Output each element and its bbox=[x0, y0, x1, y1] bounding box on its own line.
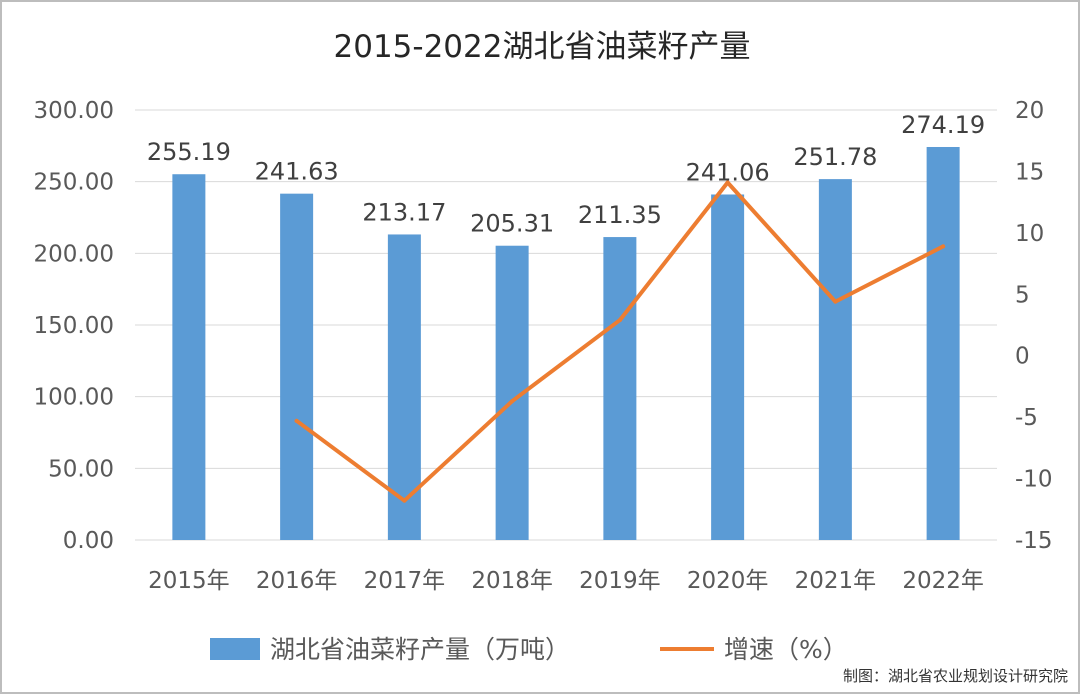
bar-data-label: 213.17 bbox=[362, 198, 446, 226]
x-axis-tick-label: 2017年 bbox=[364, 568, 446, 594]
line-point bbox=[833, 299, 838, 304]
bar-data-label: 205.31 bbox=[470, 210, 554, 238]
right-axis-tick-label: -15 bbox=[1015, 528, 1053, 554]
left-axis-tick-label: 300.00 bbox=[34, 98, 114, 124]
line-point bbox=[294, 418, 299, 423]
source-credit: 制图：湖北省农业规划设计研究院 bbox=[842, 667, 1068, 685]
line-point bbox=[510, 399, 515, 404]
line-point bbox=[617, 318, 622, 323]
bar bbox=[603, 237, 637, 540]
left-axis-tick-label: 150.00 bbox=[34, 313, 114, 339]
bar bbox=[818, 179, 852, 540]
x-axis-tick-label: 2021年 bbox=[795, 568, 877, 594]
line-point bbox=[941, 244, 946, 249]
right-axis-tick-label: 10 bbox=[1015, 221, 1044, 247]
bar-data-label: 241.06 bbox=[686, 158, 770, 186]
legend-label-line: 增速（%） bbox=[724, 635, 848, 664]
bar bbox=[280, 193, 314, 540]
line-point bbox=[402, 498, 407, 503]
bar-data-label: 241.63 bbox=[255, 158, 339, 186]
left-axis-tick-label: 250.00 bbox=[34, 170, 114, 196]
left-axis-tick-label: 200.00 bbox=[34, 241, 114, 267]
left-axis-tick-label: 50.00 bbox=[48, 456, 114, 482]
bar-data-label: 251.78 bbox=[793, 143, 877, 171]
left-axis-tick-label: 100.00 bbox=[34, 385, 114, 411]
bar bbox=[172, 174, 206, 540]
right-axis-tick-label: 0 bbox=[1015, 344, 1030, 370]
bar bbox=[926, 146, 960, 541]
right-axis-tick-label: -5 bbox=[1015, 405, 1038, 431]
bar-data-label: 211.35 bbox=[578, 201, 662, 229]
left-axis-tick-label: 0.00 bbox=[63, 528, 114, 554]
bar bbox=[711, 194, 745, 541]
chart-title: 2015-2022湖北省油菜籽产量 bbox=[334, 29, 751, 65]
right-axis-tick-label: 15 bbox=[1015, 159, 1044, 185]
legend-swatch-bars bbox=[210, 638, 260, 660]
right-axis-tick-label: 5 bbox=[1015, 282, 1030, 308]
bar-data-label: 255.19 bbox=[147, 138, 231, 166]
x-axis-tick-label: 2015年 bbox=[148, 568, 230, 594]
line-point bbox=[725, 180, 730, 185]
x-axis-tick-label: 2016年 bbox=[256, 568, 338, 594]
x-axis-tick-label: 2018年 bbox=[471, 568, 553, 594]
x-axis-tick-label: 2019年 bbox=[579, 568, 661, 594]
legend-label-bars: 湖北省油菜籽产量（万吨） bbox=[270, 635, 570, 664]
right-axis-tick-label: -10 bbox=[1015, 467, 1053, 493]
bar-data-label: 274.19 bbox=[901, 111, 985, 139]
x-axis-tick-label: 2022年 bbox=[902, 568, 984, 594]
x-axis-tick-label: 2020年 bbox=[687, 568, 769, 594]
right-axis-tick-label: 20 bbox=[1015, 98, 1044, 124]
